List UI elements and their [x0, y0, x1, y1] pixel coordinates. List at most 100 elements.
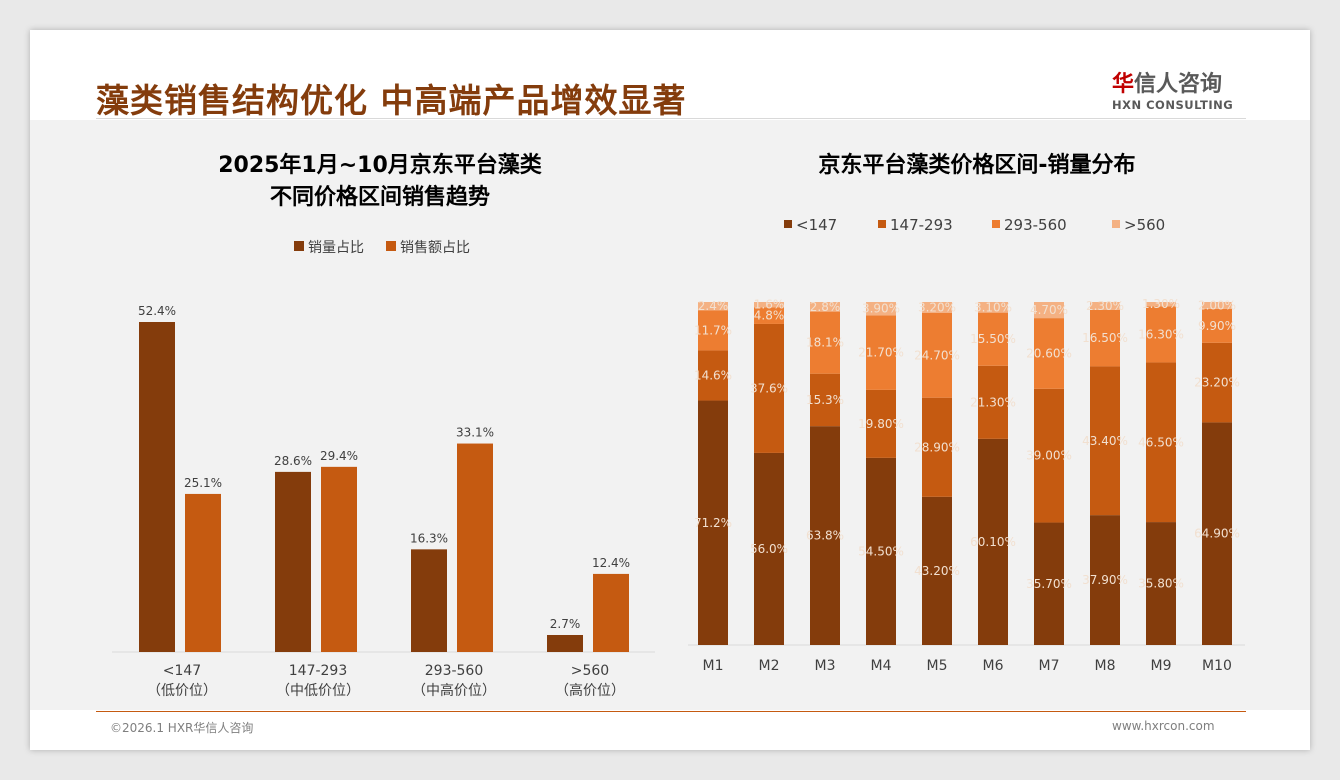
stacked-bar-segment — [1034, 318, 1064, 389]
x-tick-label: <147 — [163, 663, 201, 679]
bar — [275, 471, 311, 652]
page-title: 藻类销售结构优化 中高端产品增效显著 — [96, 81, 687, 120]
data-label: 56.0% — [750, 542, 788, 556]
legend-swatch — [386, 241, 396, 251]
data-label: 28.90% — [914, 440, 960, 454]
x-tick-sublabel: （中低价位） — [276, 683, 360, 699]
data-label: 4.8% — [754, 309, 785, 323]
x-tick-label: M2 — [759, 658, 780, 674]
data-label: 35.70% — [1026, 577, 1072, 591]
stacked-bar-segment — [1202, 308, 1232, 343]
stacked-bar-segment — [1090, 302, 1120, 310]
data-label: 71.2% — [694, 516, 732, 530]
data-label: 14.6% — [694, 368, 732, 382]
data-label: 52.4% — [138, 304, 176, 318]
data-label: 21.70% — [858, 346, 904, 360]
data-label: 28.6% — [274, 454, 312, 468]
data-label: 46.50% — [1138, 435, 1184, 449]
bar — [547, 634, 583, 652]
logo-en: HXN CONSULTING — [1112, 98, 1234, 112]
stacked-bar-segment — [1202, 342, 1232, 423]
stacked-bar-segment — [754, 452, 784, 645]
x-tick-label: M3 — [815, 658, 836, 674]
data-label: 24.70% — [914, 348, 960, 362]
data-label: 23.20% — [1194, 376, 1240, 390]
header — [30, 30, 1310, 120]
stacked-bar-segment — [922, 302, 952, 313]
x-tick-label: M10 — [1202, 658, 1232, 674]
data-label: 20.60% — [1026, 346, 1072, 360]
stacked-bar-segment — [754, 302, 784, 308]
legend-label: 293-560 — [1004, 216, 1067, 234]
stacked-bar-segment — [1090, 366, 1120, 516]
bar — [457, 443, 493, 652]
stacked-bar-segment — [754, 307, 784, 324]
legend-label: 销售额占比 — [400, 240, 470, 256]
x-tick-label: M4 — [871, 658, 892, 674]
logo: 华信人咨询 HXN CONSULTING — [1112, 66, 1233, 112]
stacked-bar-segment — [698, 310, 728, 351]
x-tick-label: M6 — [983, 658, 1004, 674]
stacked-bar-segment — [866, 457, 896, 645]
stacked-bar-segment — [978, 312, 1008, 366]
bar — [139, 322, 175, 652]
stacked-bar-segment — [1202, 302, 1232, 309]
legend-swatch — [1112, 220, 1120, 228]
stacked-bar-segment — [866, 315, 896, 390]
stacked-bar-segment — [1146, 306, 1176, 363]
stacked-bar-segment — [978, 365, 1008, 439]
data-label: 1.6% — [754, 298, 785, 312]
data-label: 25.1% — [184, 476, 222, 490]
x-tick-label: 147-293 — [289, 663, 348, 679]
legend-label: <147 — [796, 216, 837, 234]
stacked-bar-segment — [866, 302, 896, 316]
data-label: 39.00% — [1026, 449, 1072, 463]
data-label: 3.90% — [862, 302, 900, 316]
data-label: 11.7% — [694, 323, 732, 337]
stacked-bar-segment — [810, 311, 840, 374]
bar — [411, 549, 447, 652]
stacked-bar-segment — [810, 373, 840, 427]
data-label: 3.20% — [918, 300, 956, 314]
legend-swatch — [294, 241, 304, 251]
bar — [185, 493, 221, 652]
data-label: 16.30% — [1138, 327, 1184, 341]
chart-title: 不同价格区间销售趋势 — [270, 184, 490, 210]
copyright: ©2026.1 HXR华信人咨询 — [110, 721, 254, 735]
stacked-bar-segment — [1146, 522, 1176, 645]
stacked-bar-segment — [922, 496, 952, 645]
data-label: 2.00% — [1198, 298, 1236, 312]
data-label: 21.30% — [970, 395, 1016, 409]
chart-title: 京东平台藻类价格区间-销量分布 — [818, 152, 1135, 178]
legend-swatch — [878, 220, 886, 228]
x-tick-label: >560 — [571, 663, 609, 679]
chart-title: 2025年1月~10月京东平台藻类 — [218, 152, 543, 178]
data-label: 37.90% — [1082, 573, 1128, 587]
data-label: 60.10% — [970, 535, 1016, 549]
stacked-bar-segment — [1090, 515, 1120, 645]
data-label: 1.30% — [1142, 297, 1180, 311]
x-tick-sublabel: （中高价位） — [412, 682, 496, 699]
x-tick-sublabel: （低价位） — [147, 683, 217, 699]
legend-label: >560 — [1124, 216, 1165, 234]
footer-divider — [96, 711, 1246, 712]
data-label: 18.1% — [806, 336, 844, 350]
x-tick-label: M1 — [703, 658, 724, 674]
footer — [30, 710, 1310, 750]
stacked-bar-segment — [978, 438, 1008, 645]
stacked-bar-segment — [810, 426, 840, 645]
stacked-bar-segment — [1202, 422, 1232, 645]
data-label: 12.4% — [592, 556, 630, 570]
data-label: 2.7% — [550, 617, 581, 631]
stacked-bar-segment — [866, 389, 896, 458]
stacked-bar-segment — [1034, 388, 1064, 523]
data-label: 37.6% — [750, 381, 788, 395]
stacked-bar-segment — [698, 400, 728, 645]
data-label: 64.90% — [1194, 527, 1240, 541]
logo-cn-first: 华 — [1112, 72, 1135, 97]
data-label: 43.20% — [914, 564, 960, 578]
website: www.hxrcon.com — [1112, 719, 1215, 733]
data-label: 15.3% — [806, 393, 844, 407]
stacked-bar-segment — [1146, 362, 1176, 523]
